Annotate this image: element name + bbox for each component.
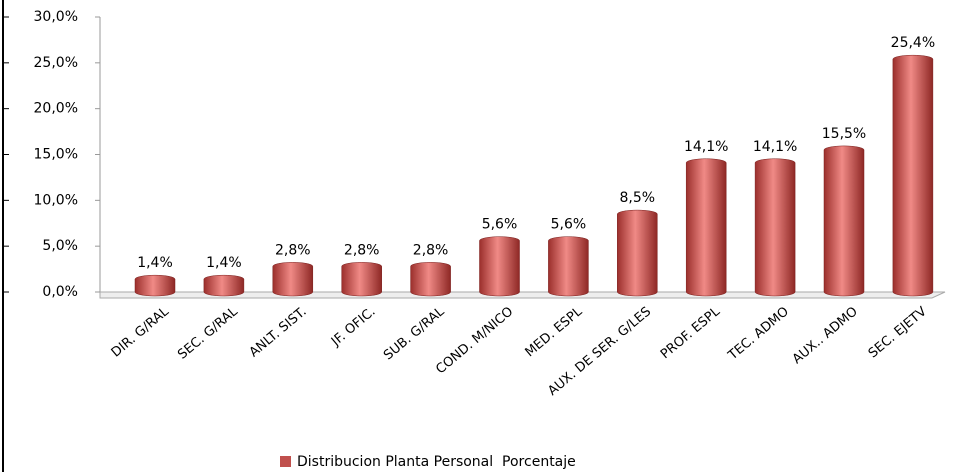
bar [685,158,727,297]
x-tick-label: TEC. ADMO [725,304,792,364]
x-tick-label: SEC. G/RAL [175,304,241,363]
value-label: 1,4% [206,255,242,271]
y-tick-label: 15,0% [34,147,78,163]
x-tick-label: JF. OFIC. [328,304,378,350]
y-tick-label: 0,0% [42,284,78,300]
value-label: 8,5% [620,190,656,206]
legend-swatch [280,456,291,467]
value-label: 14,1% [684,139,728,155]
value-label: 25,4% [891,35,935,51]
x-tick-label: PROF. ESPL [658,304,724,362]
x-tick-label: AUX.. ADMO [790,304,861,367]
x-tick-label: MED. ESPL [523,304,586,360]
x-tick-label: SUB. G/RAL [381,304,448,364]
bar [617,209,658,297]
bar [134,274,176,297]
bar [479,236,520,297]
y-tick-label: 20,0% [34,101,78,117]
value-label: 1,4% [137,255,173,271]
bar [754,158,796,297]
bar [203,274,245,297]
value-label: 5,6% [551,217,587,233]
x-tick-label: SEC. EJETV [866,304,930,361]
value-label: 5,6% [482,217,518,233]
value-label: 2,8% [413,242,449,258]
x-tick-label: ANLT. SIST. [247,304,310,360]
y-tick-label: 5,0% [42,238,78,254]
value-label: 2,8% [275,242,311,258]
value-label: 2,8% [344,242,380,258]
bar [341,262,382,297]
value-label: 15,5% [822,126,866,142]
bar [823,145,865,297]
bar [410,262,451,297]
y-tick-label: 30,0% [34,9,78,25]
x-tick-label: DIR. G/RAL [109,304,173,361]
bar [272,262,314,297]
value-label: 14,1% [753,139,797,155]
bar [892,54,934,297]
y-tick-label: 25,0% [34,55,78,71]
legend-label: Distribucion Planta Personal Porcentaje [297,454,576,470]
bar [548,236,589,297]
y-tick-label: 10,0% [34,192,78,208]
